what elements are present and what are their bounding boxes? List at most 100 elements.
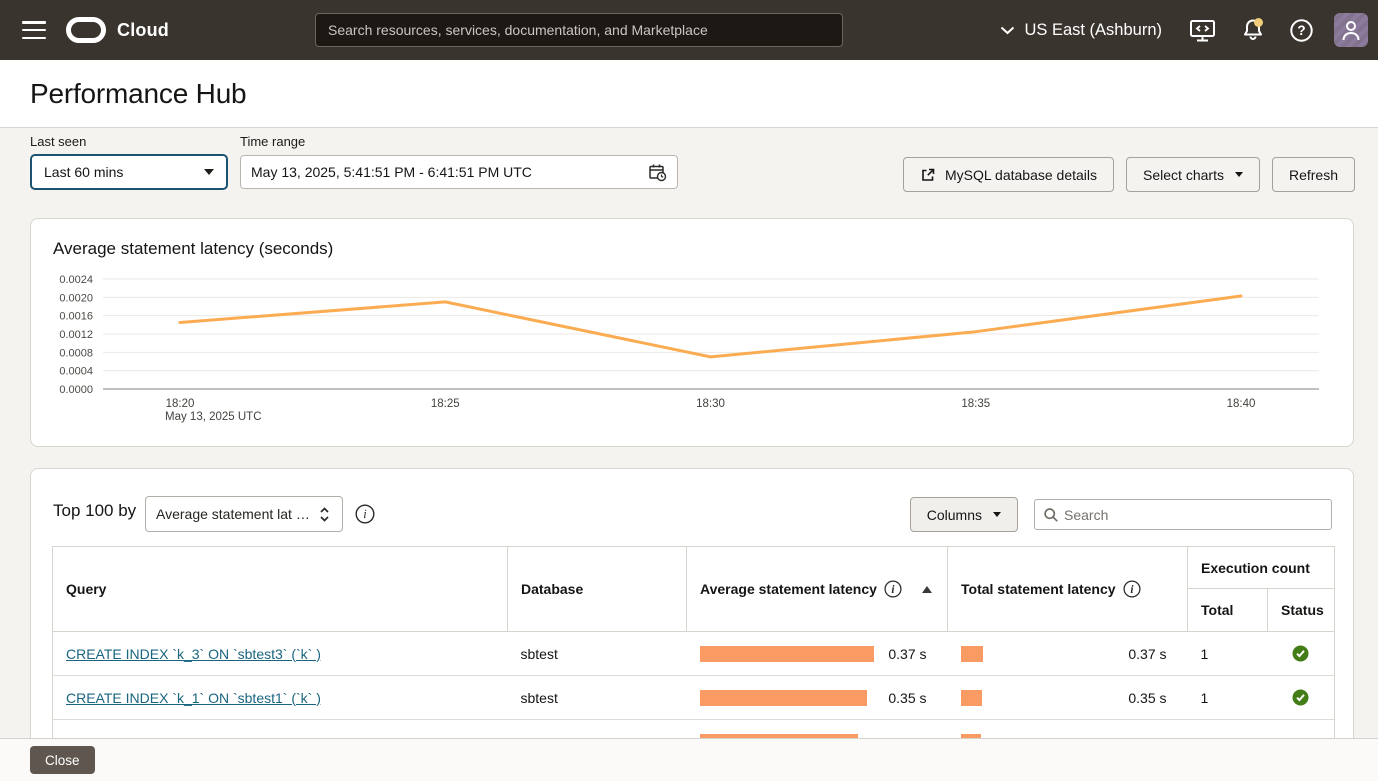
refresh-button[interactable]: Refresh xyxy=(1271,157,1355,192)
search-icon xyxy=(1044,507,1058,522)
query-link[interactable]: CREATE INDEX `k_3` ON `sbtest3` (`k` ) xyxy=(66,645,321,662)
info-icon[interactable]: i xyxy=(355,504,375,529)
caret-down-icon xyxy=(1234,172,1243,177)
col-header-avg-latency[interactable]: Average statement latency i xyxy=(686,546,948,632)
refresh-label: Refresh xyxy=(1288,166,1338,183)
page-title: Performance Hub xyxy=(30,77,247,109)
col-header-query[interactable]: Query xyxy=(52,546,508,632)
table-row: CREATE INDEX `k_3` ON `sbtest3` (`k` ) s… xyxy=(52,631,1335,676)
svg-text:0.0016: 0.0016 xyxy=(59,311,93,323)
columns-button[interactable]: Columns xyxy=(909,497,1018,532)
mysql-details-label: MySQL database details xyxy=(945,166,1098,183)
svg-text:May 13, 2025 UTC: May 13, 2025 UTC xyxy=(165,411,262,423)
table-search-input[interactable] xyxy=(1064,506,1323,523)
latency-line-chart: 0.0000 0.0004 0.0008 0.0012 0.0016 0.0020 0.00… xyxy=(59,274,1319,423)
total-latency-value: 0.37 s xyxy=(1128,645,1167,662)
total-latency-bar xyxy=(960,645,983,662)
close-button[interactable]: Close xyxy=(30,746,95,774)
select-charts-label: Select charts xyxy=(1143,166,1224,183)
execution-count-cell: 1 xyxy=(1187,631,1268,676)
time-range-label: Time range xyxy=(240,134,306,149)
help-icon[interactable]: ? xyxy=(1289,18,1314,43)
total-latency-value: 0.35 s xyxy=(1128,689,1167,706)
filter-actions: MySQL database details Select charts Ref… xyxy=(903,157,1355,192)
select-spinner-icon xyxy=(320,506,329,522)
top-100-by-label: Top 100 by xyxy=(53,501,137,520)
svg-text:0.0024: 0.0024 xyxy=(59,274,93,286)
notification-dot xyxy=(1254,18,1263,27)
last-seen-label: Last seen xyxy=(30,134,87,149)
svg-text:18:25: 18:25 xyxy=(431,398,460,410)
svg-text:18:35: 18:35 xyxy=(961,398,990,410)
col-header-total-latency[interactable]: Total statement latency i xyxy=(947,546,1188,632)
sort-by-select[interactable]: Average statement lat … xyxy=(145,496,343,532)
filter-bar: Last seen Last 60 mins Time range May 13… xyxy=(0,128,1378,218)
region-chevron-down-icon[interactable] xyxy=(1000,26,1015,35)
calendar-clock-icon xyxy=(649,164,667,181)
avg-latency-bar xyxy=(699,645,874,662)
caret-down-icon xyxy=(204,169,214,175)
select-charts-button[interactable]: Select charts xyxy=(1126,157,1260,192)
menu-icon[interactable] xyxy=(22,21,46,39)
svg-text:0.0004: 0.0004 xyxy=(59,366,93,378)
sort-by-value: Average statement lat … xyxy=(156,506,310,522)
status-success-icon xyxy=(1281,689,1322,706)
columns-label: Columns xyxy=(926,506,982,523)
total-latency-label: Total statement latency xyxy=(961,581,1116,597)
cloud-shell-icon[interactable] xyxy=(1189,18,1216,43)
info-icon[interactable]: i xyxy=(1123,580,1141,598)
top-queries-table: Query Database Average statement latency… xyxy=(52,546,1335,749)
chart-title: Average statement latency (seconds) xyxy=(53,239,334,258)
database-cell: sbtest xyxy=(507,631,687,676)
last-seen-select[interactable]: Last 60 mins xyxy=(30,154,228,190)
info-glyph: i xyxy=(363,507,367,521)
person-icon xyxy=(1342,21,1360,41)
svg-text:18:40: 18:40 xyxy=(1227,398,1256,410)
notifications-bell-icon[interactable] xyxy=(1240,17,1266,43)
top-queries-card: Top 100 by Average statement lat … i Col… xyxy=(30,468,1354,750)
svg-text:18:20: 18:20 xyxy=(166,398,195,410)
info-icon[interactable]: i xyxy=(884,580,902,598)
col-header-execution-count: Execution count xyxy=(1187,546,1335,589)
mysql-database-details-button[interactable]: MySQL database details xyxy=(903,157,1115,192)
user-avatar[interactable] xyxy=(1334,13,1368,47)
svg-text:0.0000: 0.0000 xyxy=(59,384,93,396)
latency-chart-card: Average statement latency (seconds) 0.00… xyxy=(30,218,1354,447)
oracle-o-icon xyxy=(66,17,106,43)
page-header: Performance Hub xyxy=(0,60,1378,128)
caret-down-icon xyxy=(993,512,1001,517)
avg-latency-bar xyxy=(699,689,867,706)
col-header-exec-total[interactable]: Total xyxy=(1187,588,1268,632)
global-search-input[interactable] xyxy=(315,13,843,47)
region-selector[interactable]: US East (Ashburn) xyxy=(1024,20,1162,39)
time-range-value: May 13, 2025, 5:41:51 PM - 6:41:51 PM UT… xyxy=(251,164,532,180)
sort-ascending-icon[interactable] xyxy=(922,585,932,593)
col-header-exec-status[interactable]: Status xyxy=(1267,588,1335,632)
top-navbar: Cloud US East (Ashburn) ? xyxy=(0,0,1378,60)
avg-latency-value: 0.37 s xyxy=(888,645,927,662)
col-header-database[interactable]: Database xyxy=(507,546,687,632)
svg-text:0.0008: 0.0008 xyxy=(59,347,93,359)
status-success-icon xyxy=(1281,645,1322,662)
avg-latency-value: 0.35 s xyxy=(888,689,927,706)
execution-count-cell: 1 xyxy=(1187,675,1268,720)
total-latency-bar xyxy=(960,689,982,706)
navbar-right: US East (Ashburn) ? xyxy=(1000,0,1368,60)
svg-text:i: i xyxy=(1130,584,1134,596)
footer-bar: Close xyxy=(0,738,1378,781)
svg-text:0.0020: 0.0020 xyxy=(59,292,93,304)
svg-text:i: i xyxy=(891,584,895,596)
brand[interactable]: Cloud xyxy=(66,0,169,60)
table-row: CREATE INDEX `k_1` ON `sbtest1` (`k` ) s… xyxy=(52,675,1335,720)
avg-latency-label: Average statement latency xyxy=(700,581,877,597)
time-range-input[interactable]: May 13, 2025, 5:41:51 PM - 6:41:51 PM UT… xyxy=(240,155,678,189)
brand-label: Cloud xyxy=(117,19,169,40)
svg-text:0.0012: 0.0012 xyxy=(59,329,93,341)
database-cell: sbtest xyxy=(507,675,687,720)
svg-text:18:30: 18:30 xyxy=(696,398,725,410)
last-seen-value: Last 60 mins xyxy=(44,164,124,180)
help-glyph: ? xyxy=(1297,23,1305,38)
table-search-box xyxy=(1034,499,1332,530)
query-link[interactable]: CREATE INDEX `k_1` ON `sbtest1` (`k` ) xyxy=(66,689,321,706)
external-link-icon xyxy=(922,168,935,181)
